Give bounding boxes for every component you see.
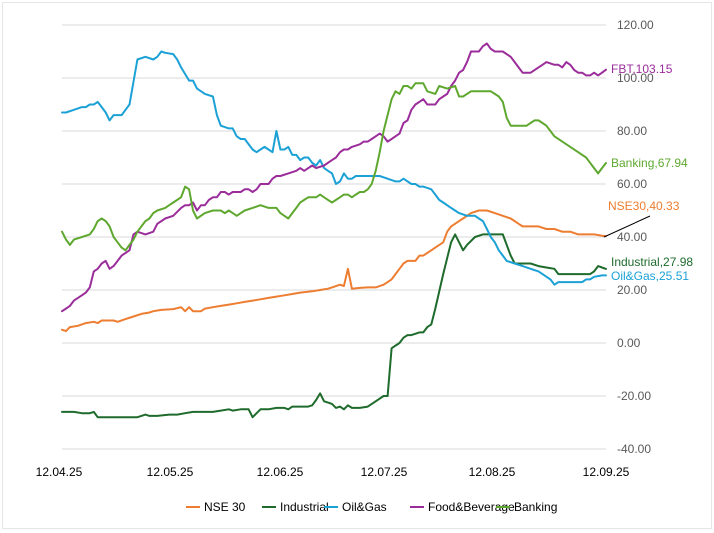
end-label-banking: Banking,67.94 bbox=[611, 156, 688, 170]
x-tick-label: 12.08.25 bbox=[469, 465, 516, 479]
y-tick-label: 20.00 bbox=[617, 283, 647, 297]
y-tick-label: -40.00 bbox=[617, 442, 651, 456]
legend-label-banking: Banking bbox=[514, 500, 557, 514]
x-tick-label: 12.09.25 bbox=[583, 465, 630, 479]
y-tick-label: 80.00 bbox=[617, 124, 647, 138]
label-leader-line bbox=[603, 215, 651, 238]
legend-label-industrial: Industrial bbox=[280, 500, 329, 514]
series-line-industrial bbox=[61, 233, 607, 419]
legend-label-oil-gas: Oil&Gas bbox=[342, 500, 387, 514]
legend-label-food-beverage: Food&Beverage bbox=[428, 500, 515, 514]
y-tick-label: 120.00 bbox=[617, 18, 654, 32]
end-label-food-beverage: FBT,103.15 bbox=[611, 62, 673, 76]
series-line-oil-gas bbox=[61, 50, 607, 286]
gridlines bbox=[62, 24, 606, 450]
y-tick-label: 100.00 bbox=[617, 71, 654, 85]
series-line-nse30 bbox=[61, 209, 607, 333]
x-tick-label: 12.07.25 bbox=[361, 465, 408, 479]
y-tick-label: 40.00 bbox=[617, 230, 647, 244]
y-axis-tick-labels: -40.00 -20.00 0.00 20.00 40.00 60.00 80.00 100.… bbox=[617, 18, 654, 456]
end-label-industrial: Industrial,27.98 bbox=[611, 255, 693, 269]
series-lines bbox=[61, 42, 607, 419]
series-line-banking bbox=[61, 82, 607, 252]
legend: NSE 30 Industrial Oil&Gas Food&Beverage Bank… bbox=[186, 500, 557, 514]
end-label-nse30: NSE30,40.33 bbox=[608, 199, 680, 213]
end-label-oil-gas: Oil&Gas,25.51 bbox=[611, 269, 689, 283]
legend-label-nse30: NSE 30 bbox=[204, 500, 246, 514]
y-tick-label: -20.00 bbox=[617, 389, 651, 403]
x-tick-label: 12.04.25 bbox=[36, 465, 83, 479]
series-line-food-beverage bbox=[61, 42, 607, 313]
x-tick-label: 12.05.25 bbox=[147, 465, 194, 479]
y-tick-label: 0.00 bbox=[617, 336, 641, 350]
series-end-labels: NSE30,40.33 Industrial,27.98Oil&Gas,25.51… bbox=[603, 62, 693, 283]
x-axis-tick-labels: 12.04.25 12.05.25 12.06.25 12.07.25 12.08.25… bbox=[36, 465, 630, 479]
x-tick-label: 12.06.25 bbox=[257, 465, 304, 479]
y-tick-label: 60.00 bbox=[617, 177, 647, 191]
